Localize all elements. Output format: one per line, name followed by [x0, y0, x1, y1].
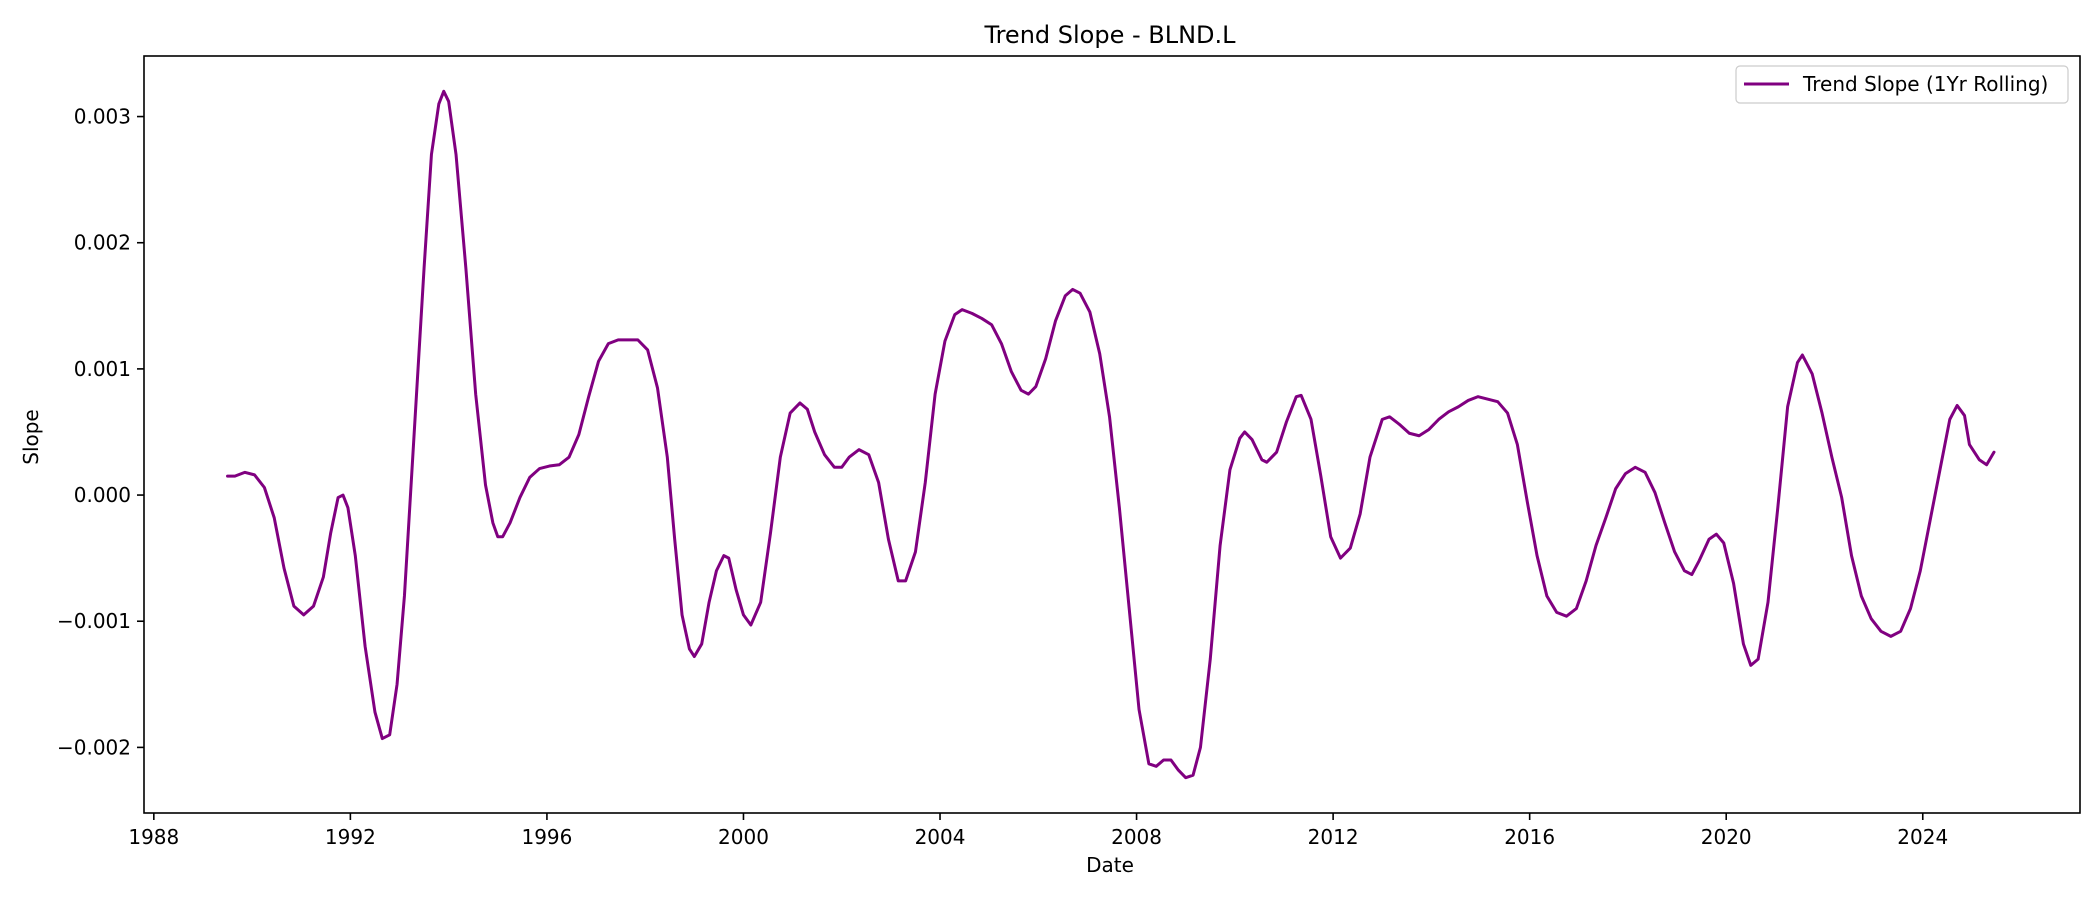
y-tick-label: 0.001 — [74, 357, 131, 381]
plot-area — [143, 55, 2081, 814]
legend: Trend Slope (1Yr Rolling) — [1735, 65, 2069, 104]
x-tick-label: 1996 — [521, 825, 572, 849]
y-tick-label: 0.000 — [74, 483, 131, 507]
legend-box — [1735, 65, 2069, 104]
x-axis-label: Date — [1086, 853, 1134, 877]
x-tick-label: 2020 — [1701, 825, 1752, 849]
x-tick-label: 2024 — [1897, 825, 1948, 849]
x-tick-label: 2008 — [1111, 825, 1162, 849]
x-tick-label: 2012 — [1308, 825, 1359, 849]
y-axis-label: Slope — [19, 409, 43, 465]
legend-label-trend-slope: Trend Slope (1Yr Rolling) — [1802, 72, 2048, 96]
y-tick-label: −0.001 — [57, 609, 131, 633]
x-tick-label: 2000 — [718, 825, 769, 849]
x-tick-label: 2004 — [915, 825, 966, 849]
series-line-trend-slope — [226, 89, 1996, 780]
x-tick-label: 1992 — [325, 825, 376, 849]
x-tick-label: 2016 — [1504, 825, 1555, 849]
y-tick-label: 0.002 — [74, 231, 131, 255]
y-tick-label: 0.003 — [74, 105, 131, 129]
y-axis: −0.002 −0.001 0.000 0.001 0.002 0.003 — [57, 105, 144, 759]
x-tick-label: 1988 — [128, 825, 179, 849]
axes-frame — [143, 55, 2081, 814]
y-tick-label: −0.002 — [57, 735, 131, 759]
chart-title: Trend Slope - BLND.L — [983, 21, 1236, 49]
x-axis: 1988 1992 1996 2000 2004 2008 2012 2016 2020 2024 — [128, 813, 1948, 849]
